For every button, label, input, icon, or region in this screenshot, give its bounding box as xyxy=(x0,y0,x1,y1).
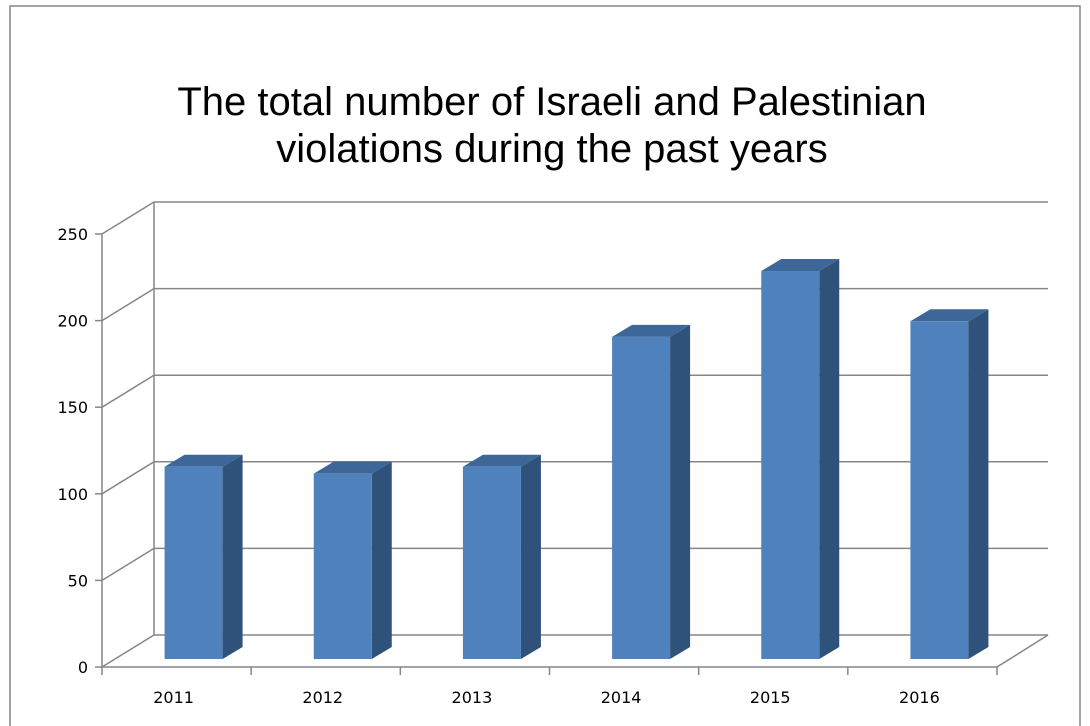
x-axis-tick-labels: 2011 2012 2013 2014 2015 2016 xyxy=(153,688,940,707)
bar-side-face xyxy=(670,324,691,659)
gridlines xyxy=(101,201,1048,668)
x-tick-label: 2012 xyxy=(302,688,343,707)
x-tick-label: 2014 xyxy=(601,688,642,707)
bar xyxy=(313,461,392,659)
y-tick-label: 0 xyxy=(78,658,88,677)
bar-front-face xyxy=(164,466,223,659)
bar-side-face xyxy=(520,454,541,659)
bar-side-face xyxy=(222,454,243,659)
x-tick-label: 2011 xyxy=(153,688,194,707)
bar-front-face xyxy=(313,473,372,659)
axes xyxy=(95,202,1049,675)
bar xyxy=(761,259,840,659)
bar xyxy=(910,309,989,659)
bar-top-face xyxy=(612,324,691,337)
chart-border xyxy=(9,5,1081,726)
x-tick-label: 2013 xyxy=(452,688,493,707)
floor-right-edge xyxy=(996,634,1049,668)
bar xyxy=(612,324,691,659)
y-axis-tick-labels: 0 50 100 150 200 250 xyxy=(57,225,88,677)
bar-front-face xyxy=(612,336,671,659)
gridline xyxy=(101,374,1048,408)
y-tick-label: 100 xyxy=(57,485,88,504)
y-tick-label: 150 xyxy=(57,398,88,417)
bar-side-face xyxy=(968,309,989,659)
chart-title-line-2: violations during the past years xyxy=(276,127,827,171)
y-tick-label: 250 xyxy=(57,225,88,244)
bar xyxy=(462,454,541,659)
bar-front-face xyxy=(761,271,820,659)
bar-top-face xyxy=(313,461,392,474)
gridline xyxy=(101,201,1048,235)
bar-front-face xyxy=(910,321,969,659)
bar-top-face xyxy=(910,309,989,322)
bar-side-face xyxy=(371,461,392,659)
x-tick-label: 2015 xyxy=(750,688,791,707)
gridline xyxy=(101,634,1048,668)
bar-top-face xyxy=(164,454,243,467)
y-tick-label: 50 xyxy=(68,571,88,590)
bar-front-face xyxy=(462,466,521,659)
bars xyxy=(164,259,989,659)
gridline xyxy=(101,547,1048,582)
x-tick-label: 2016 xyxy=(899,688,940,707)
y-tick-label: 200 xyxy=(57,312,88,331)
bar-top-face xyxy=(462,454,541,467)
gridline xyxy=(101,287,1048,322)
bar-top-face xyxy=(761,259,840,272)
chart-title-line-1: The total number of Israeli and Palestin… xyxy=(177,80,926,124)
gridline xyxy=(101,461,1048,495)
bar-side-face xyxy=(819,259,840,659)
bar xyxy=(164,454,243,659)
